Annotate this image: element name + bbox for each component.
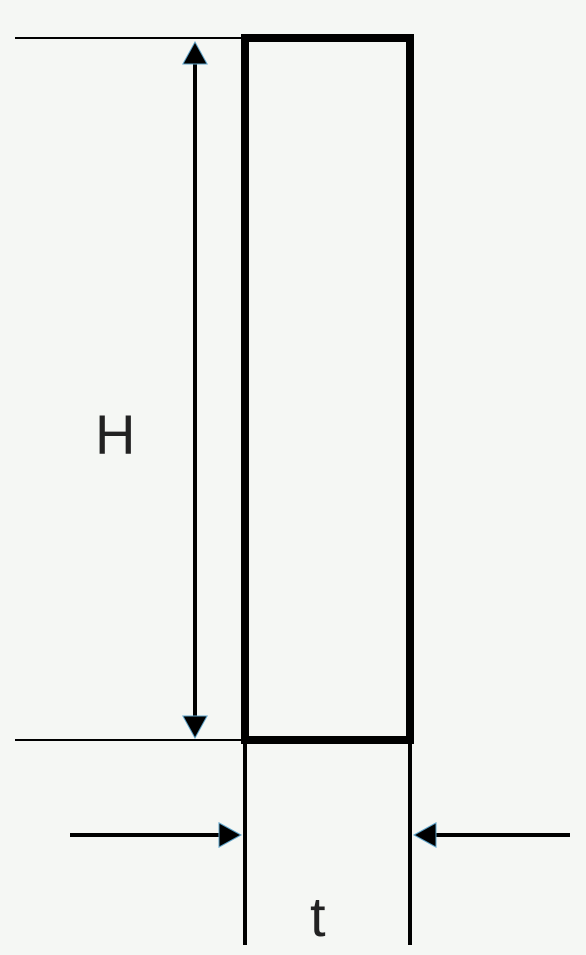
dimension-label-h: H [95, 402, 135, 467]
dimension-label-t: t [310, 884, 326, 949]
dimension-diagram [0, 0, 586, 955]
